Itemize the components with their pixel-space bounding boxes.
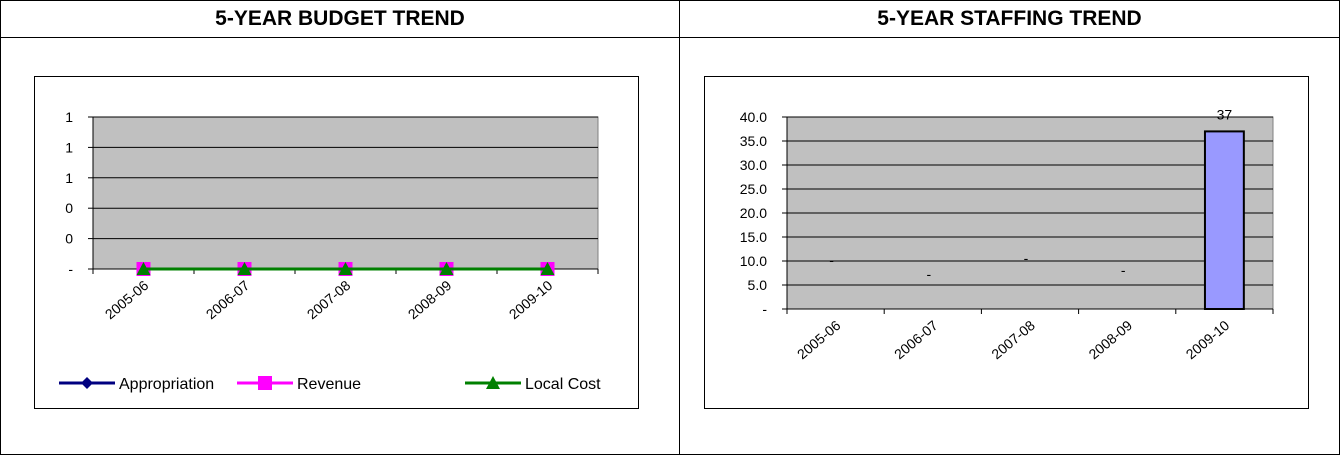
budget-data-point — [439, 262, 454, 275]
staffing-x-tick-label: 2008-09 — [1085, 317, 1135, 362]
budget-x-tick-label: 2005-06 — [102, 277, 152, 322]
staffing-y-tick-label: 25.0 — [740, 181, 767, 197]
staffing-data-label: - — [926, 266, 931, 282]
staffing-bar-chart: - 5.0 10.0 15.0 20.0 25.0 30.0 35.0 40.0 - - - - 37 20… — [740, 106, 1274, 362]
staffing-data-label: - — [1121, 262, 1126, 278]
budget-x-tick-label: 2006-07 — [203, 277, 253, 322]
staffing-x-tick-label: 2006-07 — [891, 317, 941, 362]
staffing-y-tick-label: 20.0 — [740, 205, 767, 221]
staffing-y-tick-label: 35.0 — [740, 133, 767, 149]
budget-trend-title: 5-YEAR BUDGET TREND — [1, 1, 679, 38]
staffing-trend-title: 5-YEAR STAFFING TREND — [680, 1, 1339, 38]
budget-y-tick-label: 0 — [65, 231, 73, 247]
budget-data-point — [338, 262, 353, 275]
budget-y-tick-label: 0 — [65, 200, 73, 216]
legend-label: Local Cost — [525, 376, 601, 393]
budget-x-tick-label: 2009-10 — [506, 277, 556, 322]
staffing-x-tick-label: 2007-08 — [988, 317, 1038, 362]
staffing-x-tick-label: 2005-06 — [794, 317, 844, 362]
staffing-y-tick-label: 10.0 — [740, 253, 767, 269]
legend-label: Revenue — [297, 376, 361, 393]
budget-data-point — [540, 262, 555, 275]
budget-y-tick-label: 1 — [65, 139, 73, 155]
budget-x-tick-label: 2007-08 — [304, 277, 354, 322]
budget-y-tick-label: 1 — [65, 170, 73, 186]
staffing-y-tick-label: 30.0 — [740, 157, 767, 173]
budget-data-point — [237, 262, 252, 275]
budget-y-tick-label: 1 — [65, 109, 73, 125]
staffing-chart-frame: - 5.0 10.0 15.0 20.0 25.0 30.0 35.0 40.0 - - - - 37 20… — [704, 76, 1309, 409]
budget-line-chart: - 0 0 1 1 1 2005-06 2006-07 2007-08 2008-09 2009-1… — [59, 109, 601, 393]
staffing-y-tick-label: 40.0 — [740, 109, 767, 125]
budget-y-tick-label: - — [68, 261, 73, 277]
legend-marker — [486, 376, 500, 389]
budget-data-point — [136, 262, 151, 275]
staffing-data-label: - — [829, 252, 834, 268]
staffing-y-tick-label: - — [762, 301, 767, 317]
budget-plot-area — [92, 116, 599, 270]
staffing-y-tick-label: 5.0 — [748, 277, 768, 293]
legend-marker — [258, 376, 272, 390]
budget-x-tick-label: 2008-09 — [405, 277, 455, 322]
legend-label: Appropriation — [119, 376, 214, 393]
staffing-data-label: - — [1024, 250, 1029, 266]
staffing-y-tick-label: 15.0 — [740, 229, 767, 245]
legend-marker — [81, 377, 93, 389]
staffing-bar — [1203, 130, 1245, 311]
budget-chart-frame: - 0 0 1 1 1 2005-06 2006-07 2007-08 2008-09 2009-1… — [34, 76, 639, 409]
staffing-x-tick-label: 2009-10 — [1183, 317, 1233, 362]
staffing-data-label: 37 — [1217, 106, 1233, 122]
